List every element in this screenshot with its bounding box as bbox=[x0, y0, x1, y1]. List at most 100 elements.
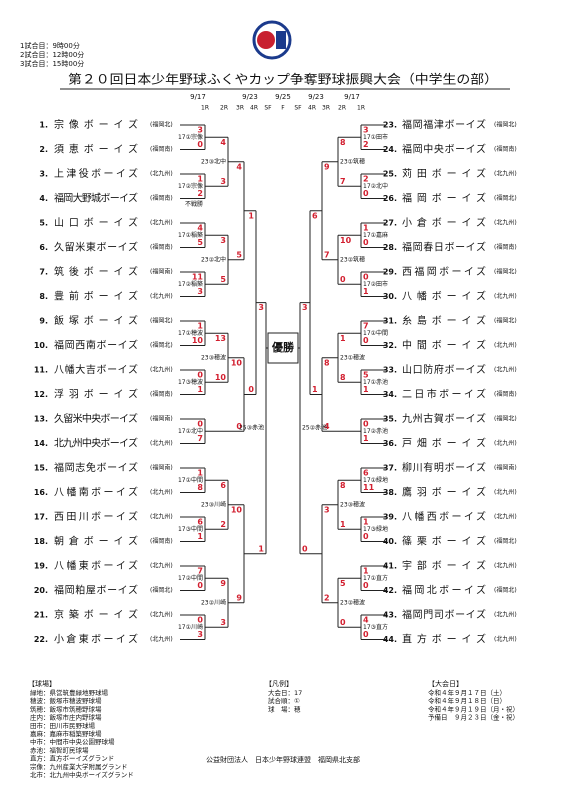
team-number: 2. bbox=[39, 145, 48, 154]
team-region: (北九州) bbox=[494, 562, 517, 570]
score: 3 bbox=[324, 505, 330, 514]
team-number: 31. bbox=[383, 317, 397, 326]
team-number: 34. bbox=[383, 390, 397, 399]
score: 3 bbox=[197, 630, 203, 639]
score: 0 bbox=[236, 422, 242, 431]
match-label: 25③赤池 bbox=[239, 424, 264, 432]
match-label: 17①穂波 bbox=[178, 329, 203, 337]
score: 8 bbox=[340, 373, 346, 382]
champion: 優勝 bbox=[271, 340, 295, 354]
team-name: 八幡東ボーイズ bbox=[54, 559, 138, 572]
match-label: 17①中間 bbox=[363, 329, 388, 337]
logo bbox=[252, 20, 292, 60]
team-region: (福岡南) bbox=[150, 243, 173, 251]
score: 4 bbox=[363, 616, 369, 625]
team-region: (福岡南) bbox=[494, 243, 517, 251]
team-region: (北九州) bbox=[150, 439, 173, 447]
team-region: (福岡北) bbox=[150, 317, 173, 325]
team-number: 18. bbox=[34, 537, 48, 546]
team-name: 西田川ボーイズ bbox=[54, 510, 138, 523]
legend-item: 大会日：17 bbox=[268, 688, 302, 697]
schedule: 2試合目：12時00分 bbox=[20, 50, 84, 59]
score: 0 bbox=[197, 420, 203, 429]
score: 3 bbox=[197, 126, 203, 135]
match-label: 17①中間 bbox=[178, 476, 203, 484]
score: 1 bbox=[340, 520, 346, 529]
team-number: 13. bbox=[34, 415, 48, 424]
round: 3R bbox=[236, 105, 244, 112]
team-number: 14. bbox=[34, 439, 48, 448]
match-label: 25②赤池 bbox=[302, 424, 327, 432]
score: 3 bbox=[197, 287, 203, 296]
score: 7 bbox=[197, 434, 203, 443]
organizer: 公益財団法人 日本少年野球連盟 福岡県北支部 bbox=[206, 755, 360, 764]
legend-item: 球 場：穂 bbox=[268, 704, 301, 713]
score: 6 bbox=[363, 469, 369, 478]
team-region: (北九州) bbox=[150, 292, 173, 300]
date: 9/17 bbox=[190, 93, 206, 101]
match-label: 17①宗像 bbox=[178, 133, 203, 141]
match-label: 17③穂波 bbox=[178, 378, 203, 386]
venue: 直方：直方ボーイズグランド bbox=[30, 754, 114, 763]
score: 1 bbox=[197, 469, 203, 478]
date: 9/17 bbox=[344, 93, 360, 101]
score: 3 bbox=[220, 177, 226, 186]
team-region: (北九州) bbox=[494, 366, 517, 374]
score: 4 bbox=[220, 138, 226, 147]
score: 9 bbox=[324, 162, 330, 171]
match-label: 17①赤池 bbox=[363, 378, 388, 386]
team-number: 23. bbox=[383, 121, 397, 130]
score: 1 bbox=[363, 434, 369, 443]
team-number: 10. bbox=[34, 341, 48, 350]
match-label: 17①直方 bbox=[363, 574, 388, 582]
team-number: 1. bbox=[39, 121, 48, 130]
team-number: 22. bbox=[34, 635, 48, 644]
score: 2 bbox=[220, 520, 226, 529]
match-label: 17③直方 bbox=[363, 623, 388, 631]
day: 令和４年９月１９日（月・祝） bbox=[428, 704, 519, 713]
team-number: 21. bbox=[34, 611, 48, 620]
venue: 宗像：九州産業大学附属グランド bbox=[30, 762, 128, 771]
team-name: 八幡西ボーイズ bbox=[402, 510, 486, 523]
venues-title: 【球場】 bbox=[28, 679, 56, 688]
match-label: 23①穂波 bbox=[340, 353, 365, 361]
score: 3 bbox=[302, 303, 308, 312]
team-region: (北九州) bbox=[150, 488, 173, 496]
venue: 嘉麻：嘉麻市稲築野球場 bbox=[30, 729, 102, 738]
score: 8 bbox=[197, 483, 203, 492]
score: 10 bbox=[340, 236, 352, 245]
match-label: 17③緑地 bbox=[363, 525, 388, 533]
score: 13 bbox=[215, 334, 226, 343]
score: 7 bbox=[340, 177, 346, 186]
match-label: 17①川崎 bbox=[178, 623, 203, 631]
team-region: (福岡南) bbox=[150, 537, 173, 545]
score: 0 bbox=[197, 616, 203, 625]
score: 0 bbox=[302, 544, 308, 553]
team-name: 福岡中央ボーイズ bbox=[402, 143, 486, 156]
date: 9/25 bbox=[275, 93, 291, 101]
team-region: (北九州) bbox=[150, 219, 173, 227]
match-label: 17②稲築 bbox=[178, 280, 203, 288]
match-label: 23③川崎 bbox=[201, 500, 226, 508]
match-label: 17①稲築 bbox=[178, 231, 203, 239]
score: 9 bbox=[236, 593, 242, 602]
round: 2R bbox=[220, 105, 228, 112]
score: 7 bbox=[324, 250, 330, 259]
venue: 北市：北九州中央ボーイズグランド bbox=[30, 770, 134, 779]
team-number: 19. bbox=[34, 562, 48, 571]
venue: 赤池：福智町民球場 bbox=[30, 745, 89, 754]
team-region: (福岡南) bbox=[150, 268, 173, 276]
team-region: (北九州) bbox=[150, 562, 173, 570]
days-title: 【大会日】 bbox=[428, 679, 463, 688]
team-number: 41. bbox=[383, 562, 397, 571]
team-number: 16. bbox=[34, 488, 48, 497]
round: SF bbox=[294, 105, 302, 112]
team-region: (北九州) bbox=[150, 635, 173, 643]
team-number: 36. bbox=[383, 439, 397, 448]
match-note: 不戦勝 bbox=[185, 200, 203, 208]
team-number: 43. bbox=[383, 611, 397, 620]
score: 10 bbox=[215, 373, 227, 382]
score: 10 bbox=[231, 358, 243, 367]
score: 0 bbox=[363, 581, 369, 590]
